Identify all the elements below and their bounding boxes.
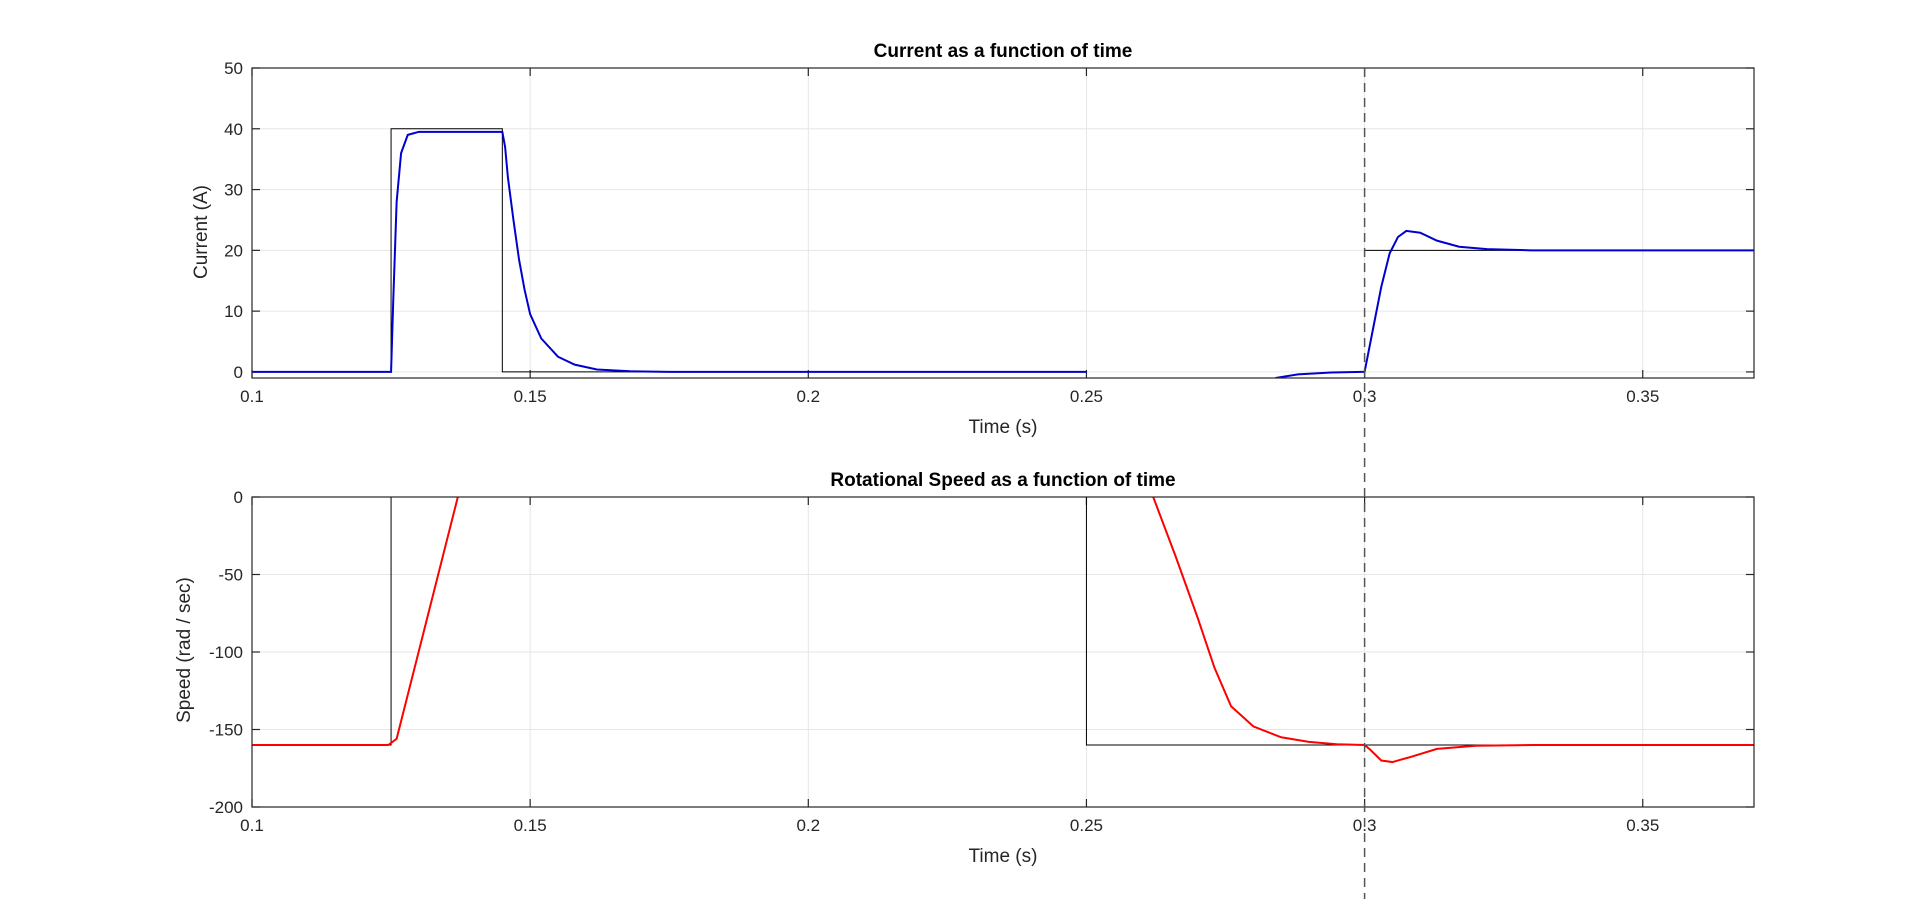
current-ytick-label: 30	[224, 181, 243, 200]
speed-grid	[251, 496, 1754, 808]
current-series-line-1	[252, 130, 1754, 378]
speed-axes: Rotational Speed as a function of time T…	[174, 470, 1755, 867]
speed-xlabel: Time (s)	[969, 846, 1038, 867]
speed-ytick-label: -150	[209, 721, 243, 740]
speed-ytick-label: -200	[209, 798, 243, 817]
speed-xtick-label: 0.35	[1626, 816, 1659, 835]
current-ytick-label: 40	[224, 120, 243, 139]
speed-ytick-label: 0	[234, 488, 243, 507]
current-ytick-label: 0	[234, 363, 243, 382]
current-axes: Current as a function of time Time (s) C…	[191, 41, 1755, 438]
current-xtick-label: 0.25	[1070, 387, 1103, 406]
current-xlabel: Time (s)	[969, 417, 1038, 438]
speed-xtick-label: 0.1	[240, 816, 264, 835]
current-xtick-label: 0.35	[1626, 387, 1659, 406]
speed-axes-frame	[251, 496, 1755, 808]
speed-series-line-1	[252, 497, 1754, 764]
speed-xtick-label: 0.15	[514, 816, 547, 835]
current-axes-frame	[251, 67, 1755, 379]
current-ylabel: Current (A)	[191, 185, 212, 279]
current-ytick-label: 50	[224, 59, 243, 78]
speed-xtick-label: 0.2	[796, 816, 820, 835]
current-grid	[251, 67, 1754, 378]
current-xtick-label: 0.15	[514, 387, 547, 406]
speed-ytick-label: -100	[209, 643, 243, 662]
speed-ylabel: Speed (rad / sec)	[174, 577, 195, 723]
speed-ytick-label: -50	[218, 566, 243, 585]
speed-title: Rotational Speed as a function of time	[830, 470, 1175, 491]
current-xtick-label: 0.3	[1353, 387, 1377, 406]
current-xtick-label: 0.1	[240, 387, 264, 406]
current-title: Current as a function of time	[874, 41, 1133, 62]
speed-xtick-label: 0.25	[1070, 816, 1103, 835]
current-ytick-label: 10	[224, 302, 243, 321]
speed-series-line-0	[252, 497, 1754, 746]
current-xtick-label: 0.2	[796, 387, 820, 406]
current-ytick-label: 20	[224, 241, 243, 260]
